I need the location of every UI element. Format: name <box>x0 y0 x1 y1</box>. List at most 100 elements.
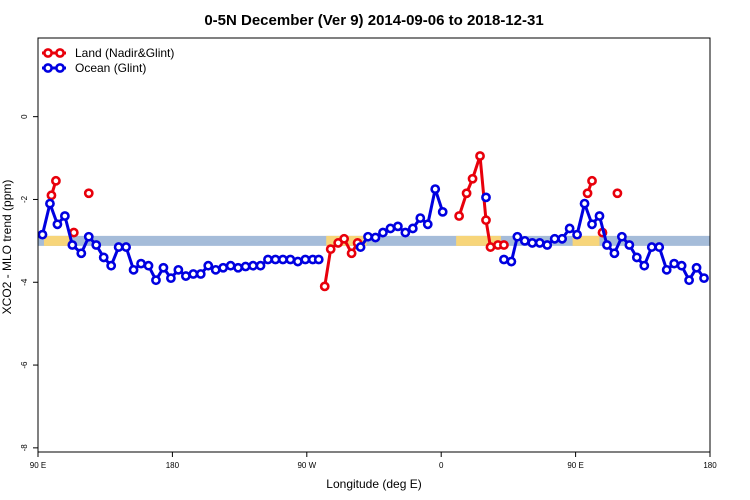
series-ocean-point <box>699 273 709 284</box>
series-ocean-point <box>91 240 102 250</box>
x-tick-label: 90 E <box>567 461 583 470</box>
series-ocean-point <box>300 254 311 265</box>
series-ocean-point <box>631 252 642 263</box>
series-land-point <box>454 211 465 221</box>
plot-frame <box>37 37 711 453</box>
series-ocean-point <box>270 254 281 265</box>
series-land-point <box>346 248 357 259</box>
series-ocean-point <box>370 232 381 243</box>
y-tick-label: -2 <box>20 195 29 203</box>
series-ocean-point <box>572 229 582 240</box>
series-ocean-point <box>278 254 288 265</box>
series-land-point <box>612 188 623 199</box>
series-ocean-point <box>233 262 244 273</box>
series-ocean-point <box>292 256 303 267</box>
series-ocean-point <box>676 260 687 271</box>
series-land-point <box>319 281 330 292</box>
series-ocean-point <box>195 269 206 279</box>
series-ocean-point <box>113 242 124 252</box>
series-ocean <box>37 184 709 286</box>
series-ocean-point <box>407 223 418 234</box>
series-ocean-point <box>512 231 523 242</box>
series-ocean-point <box>542 240 553 250</box>
series-ocean-point <box>52 219 63 230</box>
series-ocean-point <box>519 235 530 246</box>
series-ocean-point <box>248 260 258 271</box>
series-land-point <box>51 175 61 186</box>
series-ocean-point <box>422 219 433 230</box>
series-ocean-point <box>188 269 199 279</box>
series-ocean-point <box>128 264 139 275</box>
series-ocean-point <box>136 258 146 269</box>
series-ocean-point <box>121 242 132 252</box>
series-ocean-point <box>143 260 154 271</box>
series-ocean-point <box>225 260 236 271</box>
series-land-point <box>325 244 336 255</box>
series-ocean-point <box>83 231 94 242</box>
legend-marker <box>43 63 53 73</box>
series-ocean-point <box>579 198 590 209</box>
series-ocean-point <box>106 260 117 271</box>
y-tick-label: -6 <box>20 361 29 369</box>
series-ocean-point <box>76 248 87 259</box>
series-ocean-point <box>166 273 176 284</box>
series-ocean-point <box>151 275 161 286</box>
series-land-point <box>481 215 491 226</box>
series-ocean-point <box>669 258 680 269</box>
series-ocean-point <box>616 231 627 242</box>
series-ocean-point <box>534 238 545 248</box>
y-axis-label: XCO2 - MLO trend (ppm) <box>0 180 14 315</box>
series-ocean-point <box>385 223 396 234</box>
series-ocean-point <box>557 233 568 244</box>
series-ocean-point <box>240 261 251 272</box>
legend-label: Ocean (Glint) <box>75 61 146 75</box>
series-land-point <box>83 188 94 199</box>
series-ocean-point <box>437 206 448 217</box>
series-ocean-point <box>313 254 324 265</box>
series-ocean-point <box>98 252 109 263</box>
x-tick-label: 180 <box>703 461 717 470</box>
series-ocean-point <box>263 254 273 265</box>
series-ocean-point <box>527 238 538 248</box>
chart-title: 0-5N December (Ver 9) 2014-09-06 to 2018… <box>204 12 543 29</box>
series-ocean-point <box>400 227 411 238</box>
series-ocean-point <box>285 254 296 265</box>
series-ocean-point <box>564 223 575 234</box>
series-ocean-point <box>654 242 665 252</box>
x-tick-label: 90 W <box>297 461 316 470</box>
y-tick-label: -8 <box>20 444 29 452</box>
series-ocean-point <box>481 192 491 203</box>
series-ocean-point <box>499 254 509 265</box>
y-tick-label: 0 <box>20 114 29 119</box>
x-axis: 90 E 180 90 W 0 90 E 180 <box>30 452 717 470</box>
series-ocean-point <box>549 233 560 244</box>
series-land-point <box>339 233 350 244</box>
series-ocean-point <box>363 231 373 242</box>
series-ocean-point <box>392 221 403 232</box>
series-land-point <box>582 188 593 199</box>
series-ocean-point <box>255 260 266 271</box>
series-land-point <box>46 190 57 201</box>
series-ocean-point <box>639 260 650 271</box>
series-ocean-point <box>355 242 366 252</box>
series-ocean-point <box>684 275 694 286</box>
series-land-point <box>475 151 485 161</box>
series-ocean-point <box>661 264 672 275</box>
series-ocean-point <box>378 227 388 238</box>
series-land-point <box>587 175 597 186</box>
series-ocean-point <box>430 184 441 195</box>
series-ocean-point <box>624 240 635 250</box>
series-land-point <box>467 173 478 184</box>
series-ocean-point <box>587 219 597 230</box>
series-ocean-point <box>180 271 191 281</box>
y-axis: 0 -2 -4 -6 -8 <box>20 114 38 452</box>
series-ocean-point <box>45 198 55 209</box>
series-ocean-point <box>691 262 702 273</box>
series-ocean-point <box>158 262 169 273</box>
series-layer <box>37 151 709 292</box>
legend-label: Land (Nadir&Glint) <box>75 46 174 60</box>
series-ocean-point <box>594 211 605 221</box>
series-land-point <box>461 188 472 199</box>
series-ocean-point <box>37 229 48 240</box>
x-tick-label: 0 <box>439 461 444 470</box>
